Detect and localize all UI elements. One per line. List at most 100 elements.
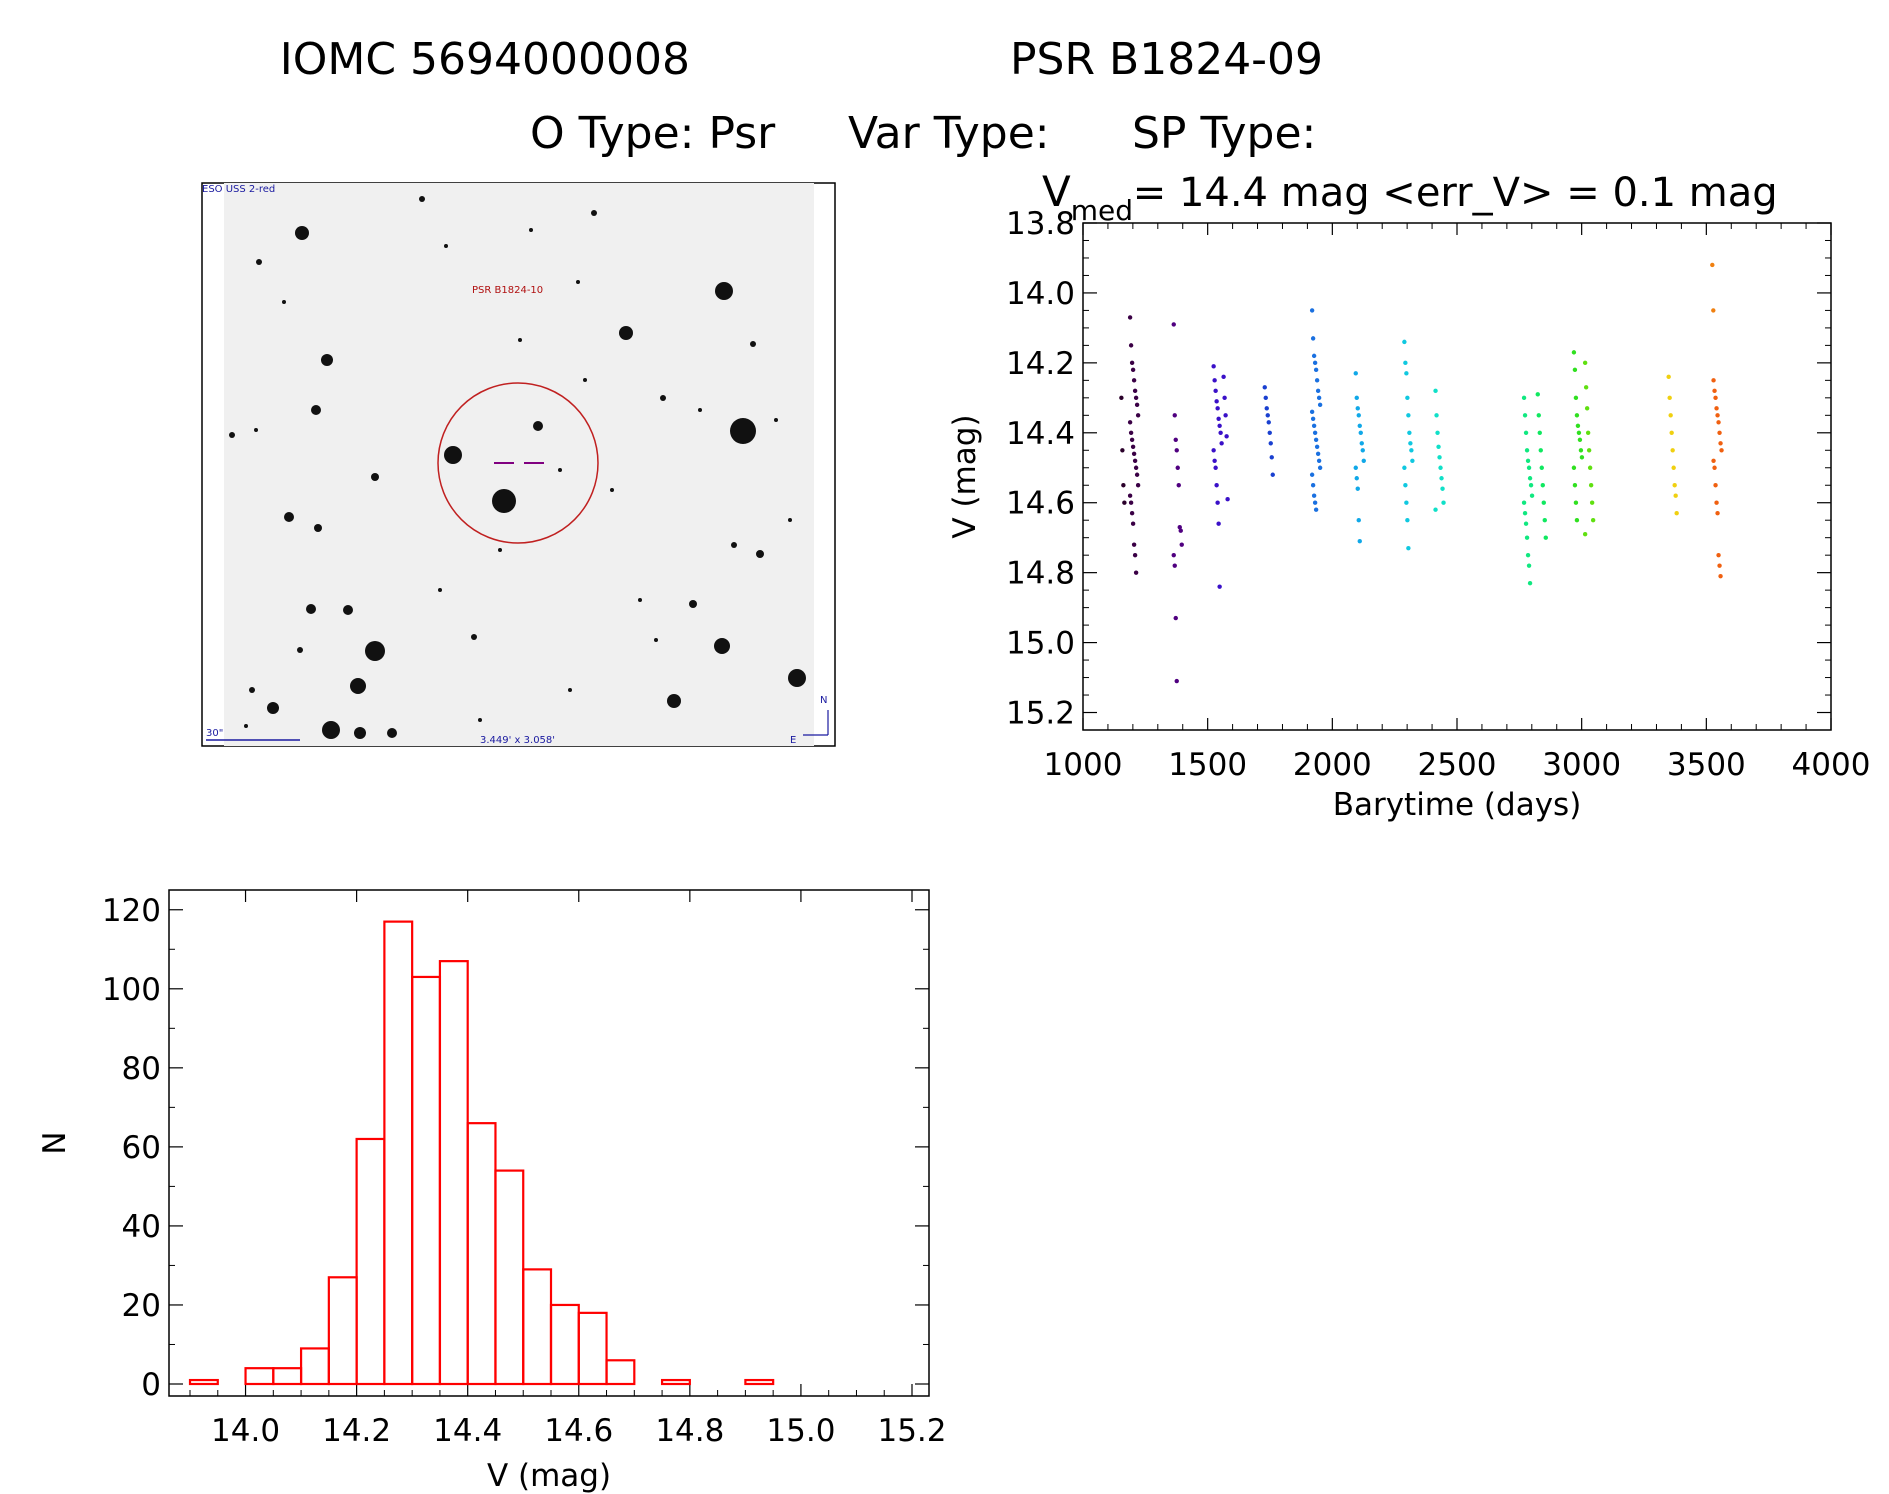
light-curve-point xyxy=(1710,262,1715,268)
light-curve-point xyxy=(1317,402,1323,408)
star-mark xyxy=(660,395,666,401)
y-tick-label: 120 xyxy=(102,893,161,929)
light-curve-point xyxy=(1213,388,1218,394)
field-size-label: 3.449' x 3.058' xyxy=(480,735,555,746)
light-curve-point xyxy=(1588,483,1594,488)
light-curve-point xyxy=(1439,476,1444,481)
compass-east-label: E xyxy=(790,735,796,746)
light-curve-point xyxy=(1176,483,1181,488)
light-curve-point xyxy=(1522,511,1528,516)
star-mark xyxy=(306,604,316,614)
light-curve-point xyxy=(1128,343,1134,348)
light-curve-point xyxy=(1311,493,1317,498)
light-curve-point xyxy=(1121,483,1126,488)
light-curve-point xyxy=(1309,409,1315,415)
x-tick-label: 14.4 xyxy=(433,1413,502,1449)
light-curve-point xyxy=(1174,448,1179,453)
light-curve-point xyxy=(1225,497,1230,502)
light-curve-point xyxy=(1673,493,1678,498)
star-mark xyxy=(419,196,425,202)
x-axis-label: V (mag) xyxy=(487,1458,611,1494)
star-mark xyxy=(788,669,806,687)
star-mark xyxy=(343,605,353,615)
light-curve-point xyxy=(1582,360,1588,366)
light-curve-point xyxy=(1131,542,1137,547)
light-curve-point xyxy=(1404,371,1409,376)
y-tick-label: 40 xyxy=(122,1209,161,1245)
light-curve-point xyxy=(1571,350,1577,355)
star-mark xyxy=(558,468,562,472)
light-curve-point xyxy=(1353,371,1358,376)
light-curve-point xyxy=(1407,430,1412,435)
y-axis-label: V (mag) xyxy=(947,414,983,538)
light-curve-point xyxy=(1177,525,1182,530)
light-curve-point xyxy=(1578,448,1584,453)
light-curve-point xyxy=(1218,430,1223,435)
light-curve-point xyxy=(1172,413,1177,418)
light-curve-point xyxy=(1216,416,1221,422)
histogram-bar xyxy=(383,920,414,1386)
x-tick-label: 14.6 xyxy=(544,1413,613,1449)
light-curve-point xyxy=(1133,570,1139,575)
light-curve-point xyxy=(1219,441,1224,446)
light-curve-point xyxy=(1269,455,1274,460)
light-curve-point xyxy=(1713,483,1718,488)
histogram-bar xyxy=(299,1347,330,1386)
light-curve-point xyxy=(1224,434,1229,439)
light-curve-point xyxy=(1714,406,1719,411)
vmed-symbol: Vmed xyxy=(1042,167,1133,227)
light-curve-axes: 1000 1500 2000 2500 3000 3500 4000 13.8 14.0 14.2… xyxy=(947,206,1870,823)
light-curve-point xyxy=(1217,584,1222,589)
light-curve-point xyxy=(1129,360,1135,366)
finder-chart: ESO USS 2-red PSR B1824-10 30" 3.449' x … xyxy=(201,182,836,747)
light-curve-point xyxy=(1211,448,1216,453)
light-curve-point xyxy=(1527,476,1533,481)
light-curve-point xyxy=(1434,413,1439,418)
light-curve-point xyxy=(1404,500,1409,505)
y-tick-label: 14.4 xyxy=(1006,416,1075,452)
light-curve-point xyxy=(1717,430,1722,435)
histogram-bar xyxy=(605,1359,636,1386)
light-curve-point xyxy=(1119,395,1124,401)
light-curve-point xyxy=(1524,535,1530,540)
light-curve-point xyxy=(1575,423,1581,428)
histogram-bar xyxy=(438,960,469,1386)
x-tick-label: 3000 xyxy=(1542,747,1621,783)
star-mark xyxy=(387,728,397,738)
light-curve-point xyxy=(1132,552,1138,558)
star-mark xyxy=(492,489,516,513)
light-curve-point xyxy=(1590,518,1596,523)
light-curve-point xyxy=(1211,364,1216,369)
light-curve-point xyxy=(1361,458,1366,463)
star-mark xyxy=(438,588,442,592)
histogram-bar xyxy=(327,1276,358,1386)
finder-stars xyxy=(229,196,806,739)
star-mark xyxy=(591,210,597,216)
light-curve-point xyxy=(1179,542,1184,547)
light-curve-point xyxy=(1574,518,1580,523)
light-curve-point xyxy=(1135,483,1141,488)
light-curve-point xyxy=(1173,437,1178,442)
star-mark xyxy=(444,446,462,464)
star-mark xyxy=(295,226,309,240)
target-label: PSR B1824-10 xyxy=(472,285,543,296)
star-mark xyxy=(714,638,730,654)
light-curve-point xyxy=(1263,395,1268,401)
light-curve-point xyxy=(1172,563,1177,568)
x-tick-label: 14.0 xyxy=(211,1413,280,1449)
sp-type-label: SP Type: xyxy=(1132,108,1316,159)
light-curve-point xyxy=(1264,406,1269,411)
light-curve-point xyxy=(1586,448,1592,453)
light-curve-point xyxy=(1571,465,1577,470)
star-mark xyxy=(698,408,702,412)
light-curve-point xyxy=(1670,448,1675,453)
light-curve-point xyxy=(1131,378,1137,383)
y-axis-label: N xyxy=(37,1131,73,1154)
light-curve-point xyxy=(1133,465,1139,470)
light-curve-point xyxy=(1718,441,1723,446)
star-mark xyxy=(730,418,756,444)
light-curve-point xyxy=(1717,563,1722,568)
light-curve-point xyxy=(1713,395,1718,401)
object-type-label: O Type: Psr xyxy=(530,108,776,159)
light-curve-point xyxy=(1213,465,1218,470)
